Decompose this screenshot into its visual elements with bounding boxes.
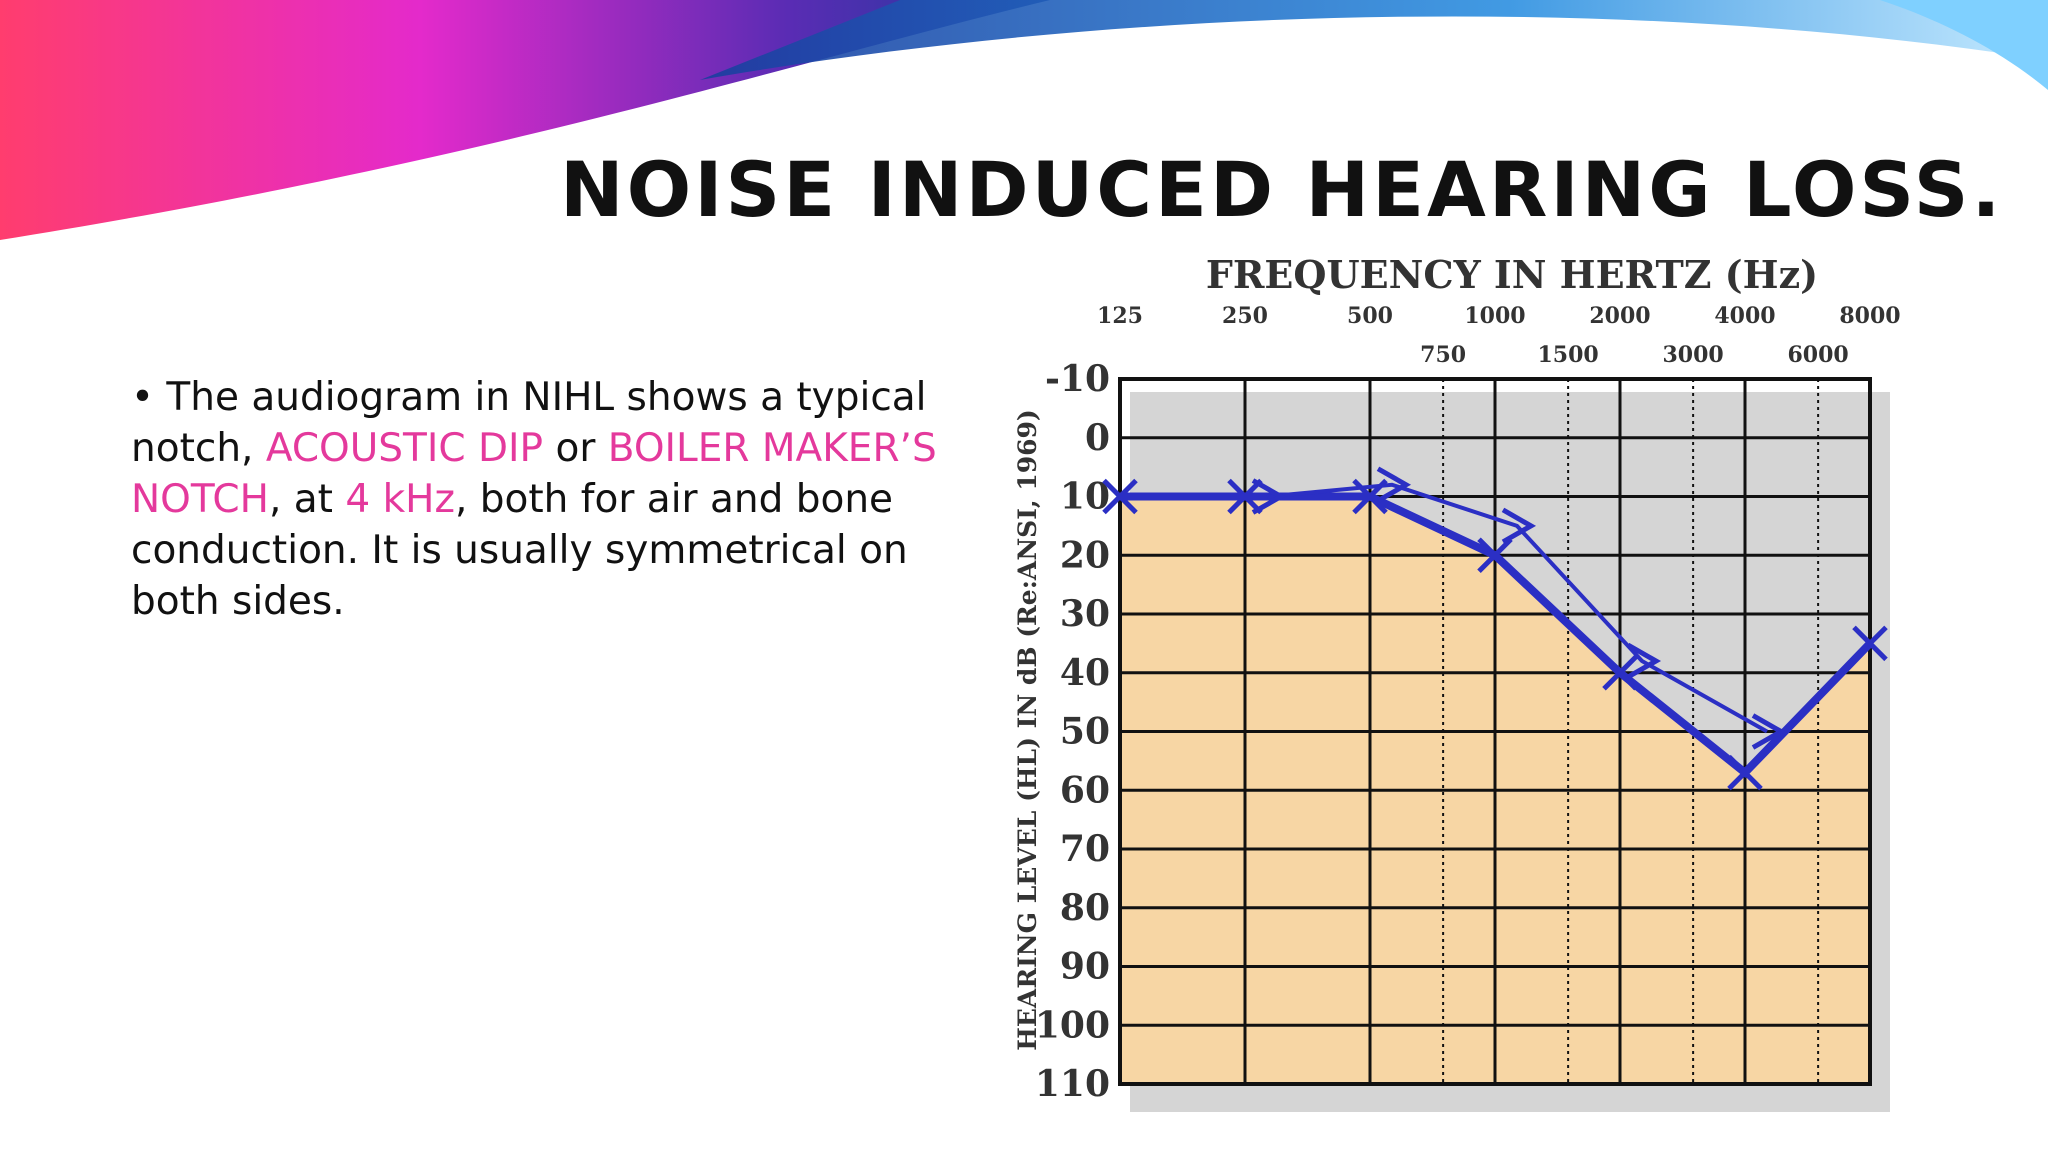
y-tick-label: 90 <box>1060 946 1110 988</box>
highlight: 4 kHz <box>345 477 455 522</box>
y-tick-label: 100 <box>1035 1004 1110 1046</box>
highlight: BOILER MAKER’S NOTCH <box>131 426 937 522</box>
highlight: ACOUSTIC DIP <box>265 426 544 471</box>
chart-title: FREQUENCY IN HERTZ (Hz) <box>1206 252 1818 297</box>
y-axis-label: HEARING LEVEL (HL) IN dB (Re:ANSI, 1969) <box>1013 409 1042 1051</box>
marker <box>1477 537 1513 574</box>
y-tick-label: 60 <box>1060 769 1110 811</box>
decor-swoosh <box>1880 0 2048 90</box>
marker <box>1102 478 1138 515</box>
text: • The audiogram in NIHL shows a typical … <box>131 375 927 471</box>
x-tick-label: 8000 <box>1839 303 1900 329</box>
text: , both for air and bone conduction. It i… <box>131 477 908 624</box>
x-tick-label: 1500 <box>1538 342 1599 368</box>
text: , at <box>268 477 346 522</box>
marker <box>1376 466 1412 503</box>
y-tick-label: 110 <box>1035 1063 1110 1105</box>
decor-swoosh <box>700 0 2048 80</box>
y-tick-label: -10 <box>1045 358 1110 400</box>
marker <box>1227 478 1263 515</box>
x-tick-label: 3000 <box>1663 342 1724 368</box>
x-tick-label: 750 <box>1420 342 1466 368</box>
text: or <box>543 426 608 471</box>
y-tick-label: 10 <box>1060 476 1110 518</box>
x-tick-label: 2000 <box>1589 303 1650 329</box>
x-tick-label: 1000 <box>1464 303 1525 329</box>
marker <box>1727 754 1763 791</box>
marker <box>1501 507 1537 545</box>
line <box>1266 482 1768 734</box>
y-tick-label: 0 <box>1085 417 1110 459</box>
marker <box>1852 625 1888 662</box>
x-tick-label: 4000 <box>1714 303 1775 329</box>
plot-frame <box>1118 377 1872 1086</box>
y-tick-label: 70 <box>1060 828 1110 870</box>
x-tick-label: 6000 <box>1788 342 1849 368</box>
marker <box>1251 478 1287 515</box>
y-tick-label: 40 <box>1060 652 1110 694</box>
marker <box>1626 642 1662 680</box>
x-tick-label: 500 <box>1347 303 1393 329</box>
bullet-text: • The audiogram in NIHL shows a typical … <box>131 372 991 627</box>
y-tick-label: 80 <box>1060 887 1110 929</box>
marker <box>1751 713 1787 750</box>
x-tick-label: 125 <box>1097 303 1143 329</box>
y-tick-label: 30 <box>1060 593 1110 635</box>
x-tick-label: 250 <box>1222 303 1268 329</box>
slide-title: NOISE INDUCED HEARING LOSS. <box>560 145 2004 234</box>
y-tick-label: 50 <box>1060 711 1110 753</box>
y-tick-label: 20 <box>1060 534 1110 576</box>
marker <box>1602 654 1638 691</box>
